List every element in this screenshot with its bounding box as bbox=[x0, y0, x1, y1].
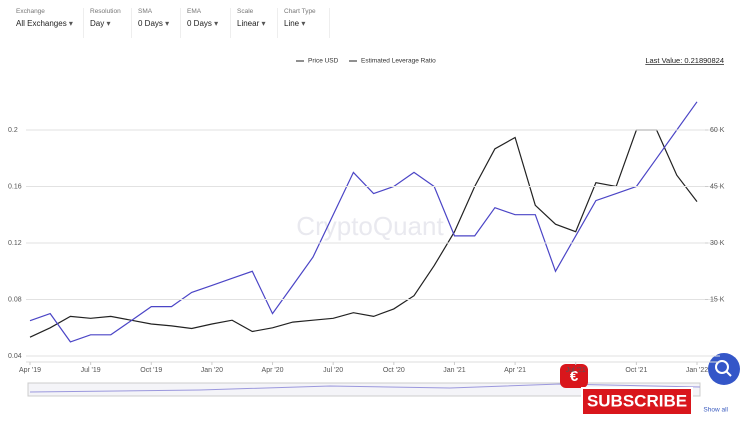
dropdown-label: Exchange bbox=[16, 8, 45, 15]
dropdown[interactable]: EMA 0 Days bbox=[181, 8, 231, 38]
legend-label: Estimated Leverage Ratio bbox=[361, 58, 436, 65]
dropdown-value: All Exchanges bbox=[16, 19, 83, 28]
y-tick-label: 0.16 bbox=[8, 183, 22, 190]
x-tick-label: Jul '20 bbox=[323, 367, 343, 374]
y-tick-label: 0.2 bbox=[8, 127, 18, 134]
x-tick-label: Oct '21 bbox=[625, 367, 647, 374]
dropdown[interactable]: Resolution Day bbox=[84, 8, 132, 38]
dropdown-label: Scale bbox=[237, 8, 254, 15]
series-line bbox=[29, 101, 698, 343]
dropdown-value: 0 Days bbox=[138, 19, 180, 28]
y-tick-label: 0.08 bbox=[8, 296, 22, 303]
x-tick-label: Apr '20 bbox=[262, 367, 284, 374]
x-tick-label: Apr '21 bbox=[504, 367, 526, 374]
subscribe-logo[interactable] bbox=[560, 364, 588, 388]
y-tick-label: 0.12 bbox=[8, 240, 22, 247]
dropdown-value: Linear bbox=[237, 19, 277, 28]
x-tick-label: Jan '22 bbox=[686, 367, 708, 374]
search-button[interactable] bbox=[708, 353, 740, 385]
y2-tick-label: 45 K bbox=[710, 183, 725, 190]
series-line bbox=[29, 129, 698, 338]
x-tick-label: Oct '20 bbox=[383, 367, 405, 374]
search-icon bbox=[725, 370, 732, 377]
navigator bbox=[27, 382, 701, 397]
dropdown[interactable]: Scale Linear bbox=[231, 8, 278, 38]
dropdown-value: Day bbox=[90, 19, 131, 28]
dropdown-label: EMA bbox=[187, 8, 202, 15]
dropdown-value: Line bbox=[284, 19, 329, 28]
dropdown[interactable]: Chart Type Line bbox=[278, 8, 330, 38]
last-value: Last Value: 0.21890824 bbox=[645, 56, 724, 65]
x-tick-label: Apr '19 bbox=[19, 367, 41, 374]
x-tick-label: Oct '19 bbox=[140, 367, 162, 374]
dropdown-value: 0 Days bbox=[187, 19, 230, 28]
y2-tick-label: 30 K bbox=[710, 240, 725, 247]
dropdown-label: SMA bbox=[138, 8, 153, 15]
y2-tick-label: 60 K bbox=[710, 127, 725, 134]
dropdown-label: Resolution bbox=[90, 8, 121, 15]
x-tick-label: Jul '19 bbox=[81, 367, 101, 374]
x-tick-label: Jul '21 bbox=[566, 367, 586, 374]
y-tick-label: 0.04 bbox=[8, 353, 22, 360]
legend-label: Price USD bbox=[308, 58, 339, 65]
x-tick-label: Jan '21 bbox=[443, 367, 465, 374]
dropdown[interactable]: SMA 0 Days bbox=[132, 8, 181, 38]
dropdown[interactable]: Exchange All Exchanges bbox=[10, 8, 84, 38]
subscribe-logo-icon: € bbox=[570, 368, 579, 385]
subscribe-button[interactable] bbox=[581, 387, 693, 416]
x-tick-label: Jan '20 bbox=[201, 367, 223, 374]
search-icon bbox=[715, 360, 729, 374]
dropdown-label: Chart Type bbox=[284, 8, 316, 15]
watermark: CryptoQuant bbox=[296, 211, 444, 241]
show-all[interactable]: Show all bbox=[703, 407, 728, 414]
y2-tick-label: 15 K bbox=[710, 296, 725, 303]
subscribe-text: SUBSCRIBE bbox=[587, 391, 687, 410]
